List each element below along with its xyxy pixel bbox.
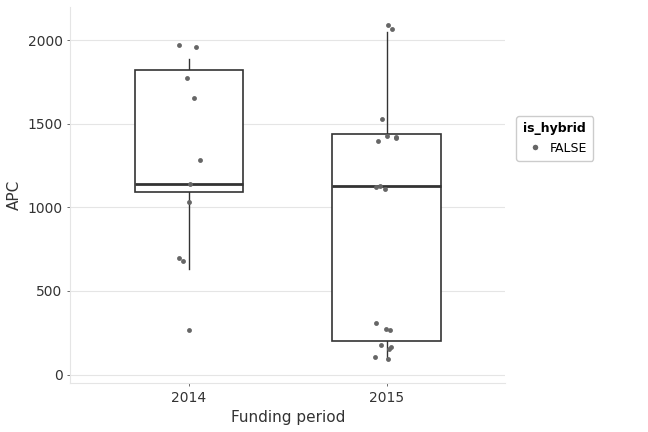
Y-axis label: APC: APC <box>7 180 22 210</box>
Bar <box>332 134 441 341</box>
Bar <box>135 70 244 191</box>
Legend: FALSE: FALSE <box>516 116 594 161</box>
X-axis label: Funding period: Funding period <box>231 410 345 425</box>
